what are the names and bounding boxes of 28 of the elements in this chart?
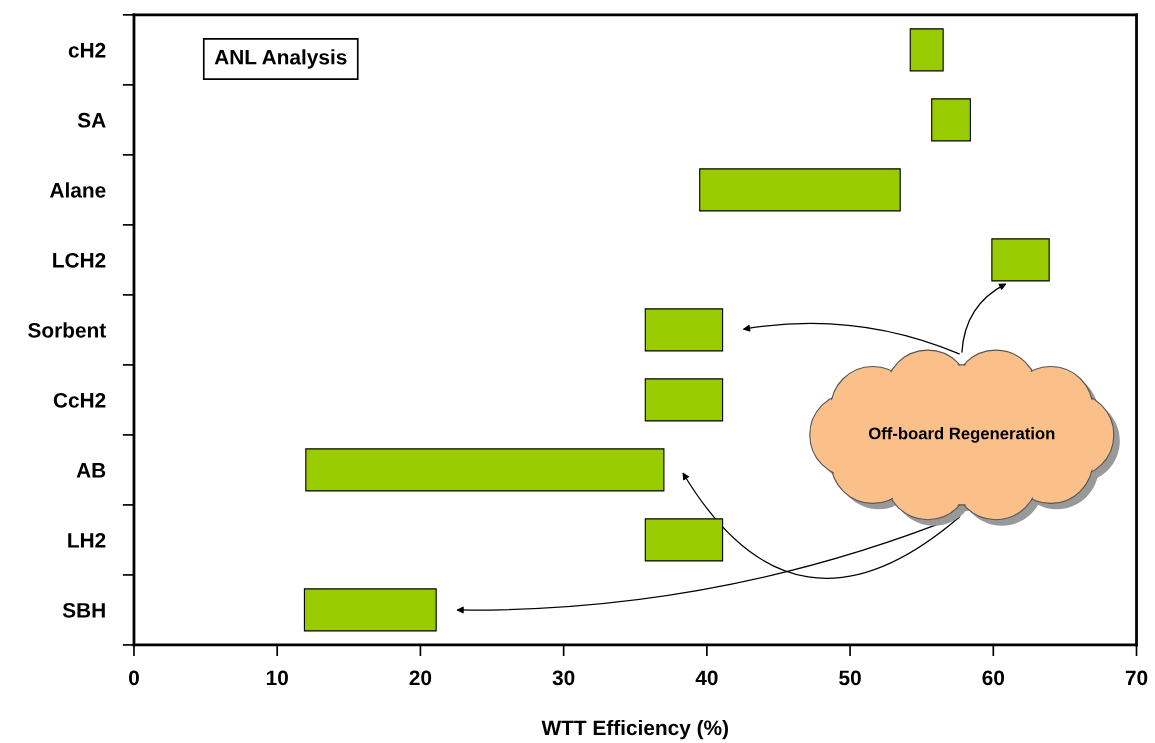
y-tick-label: cH2	[68, 42, 106, 58]
y-tick-label: LCH2	[53, 252, 106, 268]
bar	[644, 378, 724, 422]
x-tick-label: 50	[839, 670, 861, 686]
y-tick-label: AB	[76, 463, 106, 478]
y-tick-label: Alane	[49, 182, 106, 198]
bar	[909, 28, 944, 72]
bar	[305, 448, 665, 492]
y-tick-label: Sorbent	[28, 322, 106, 338]
bar	[644, 308, 724, 352]
y-tick-label: SA	[77, 112, 106, 128]
x-tick-label: 10	[266, 670, 288, 686]
bar	[931, 98, 971, 142]
annotation: Off-board Regeneration	[868, 427, 1055, 443]
y-tick-label: SBH	[62, 602, 105, 618]
x-tick-label: 30	[552, 670, 575, 686]
bar	[699, 168, 901, 212]
annotation: ANL Analysis	[214, 49, 347, 69]
x-tick-label: 60	[982, 670, 1005, 686]
bar	[991, 238, 1050, 282]
x-tick-label: 20	[409, 670, 432, 686]
bar	[303, 588, 437, 632]
x-tick-label: 70	[1125, 670, 1148, 686]
x-tick-label: 40	[695, 670, 718, 686]
y-tick-label: CcH2	[53, 392, 106, 408]
y-tick-label: LH2	[68, 532, 106, 548]
x-axis-title: WTT Efficiency (%)	[541, 719, 728, 740]
x-tick-label: 0	[129, 670, 139, 686]
